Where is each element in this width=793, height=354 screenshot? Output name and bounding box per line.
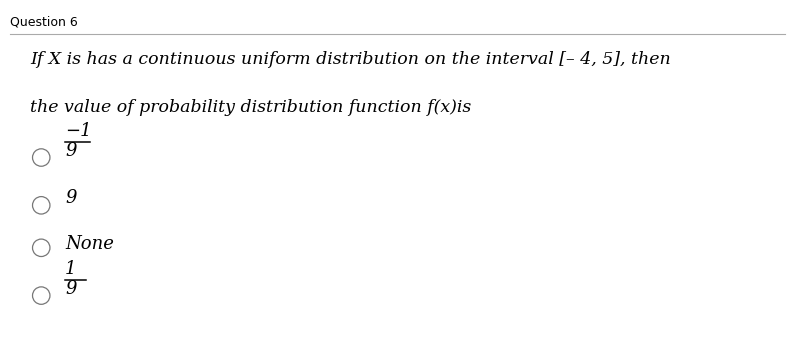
Text: 9: 9 [65,189,77,207]
Text: If X is has a continuous uniform distribution on the interval [– 4, 5], then: If X is has a continuous uniform distrib… [30,51,671,68]
Text: −1: −1 [65,122,92,140]
Text: 1: 1 [65,260,77,278]
Text: None: None [65,235,114,253]
Text: 9: 9 [65,280,77,298]
Text: Question 6: Question 6 [10,16,77,29]
Text: 9: 9 [65,142,77,160]
Text: the value of probability distribution function f​(x)is: the value of probability distribution fu… [30,99,471,116]
